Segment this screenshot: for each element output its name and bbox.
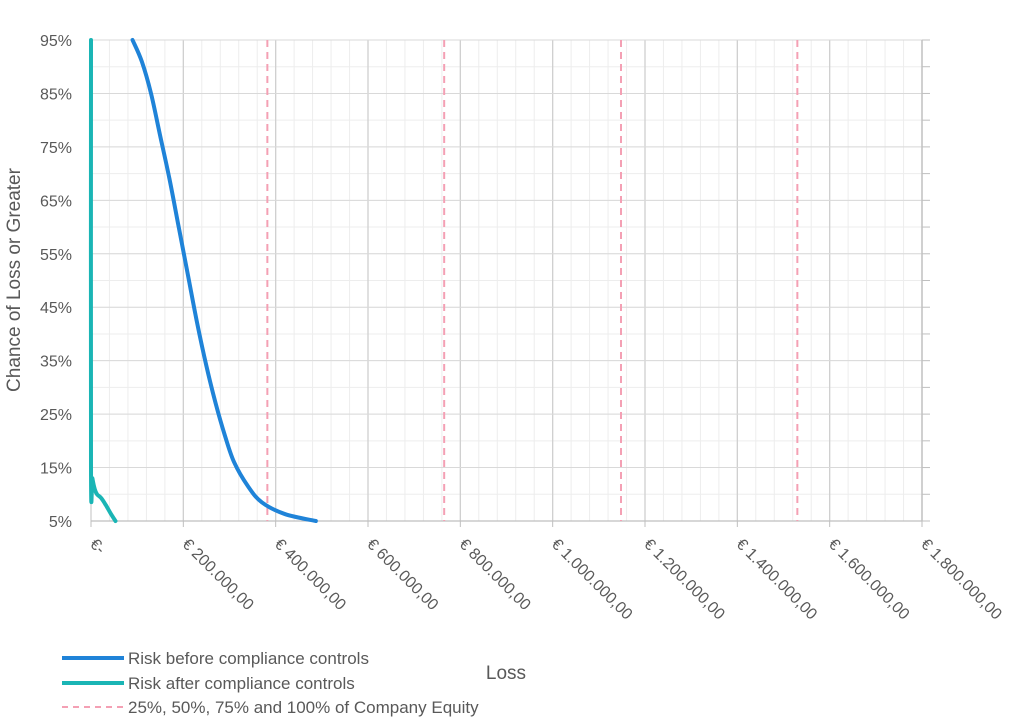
y-tick-label: 45% [40,300,72,317]
y-tick-label: 5% [49,514,72,531]
legend: Risk before compliance controls Risk aft… [62,649,479,717]
y-axis-title: Chance of Loss or Greater [4,167,25,392]
y-tick-label: 25% [40,407,72,424]
x-tick-label: € 200.000,00 [179,536,257,614]
equity-reference-lines [266,40,799,521]
x-tick-label: € 1.000.000,00 [548,536,636,624]
legend-label-after: Risk after compliance controls [128,674,355,693]
y-tick-label: 75% [40,140,72,157]
y-tick-label: 15% [40,461,72,478]
y-tick-labels: 5% 15% 25% 35% 45% 55% 65% 75% 85% 95% [40,33,72,531]
axes [90,39,930,527]
legend-label-equity: 25%, 50%, 75% and 100% of Company Equity [128,698,479,717]
y-tick-label: 65% [40,193,72,210]
series-line-after [88,38,118,523]
x-tick-label: € 400.000,00 [271,536,349,614]
y-tick-label: 95% [40,33,72,50]
y-tick-label: 55% [40,247,72,264]
x-tick-label: € 800.000,00 [456,536,534,614]
x-tick-label: €- [86,536,108,558]
y-tick-label: 35% [40,354,72,371]
x-tick-label: € 1.600.000,00 [825,536,913,624]
x-tick-label: € 1.800.000,00 [917,536,1005,624]
series-line-before [130,38,318,523]
legend-label-before: Risk before compliance controls [128,649,369,668]
x-axis-title: Loss [486,663,526,684]
series-group [88,38,318,523]
x-tick-label: € 1.200.000,00 [640,536,728,624]
y-tick-label: 85% [40,86,72,103]
x-tick-labels: €- € 200.000,00 € 400.000,00 € 600.000,00 € … [86,536,1005,624]
x-tick-label: € 1.400.000,00 [733,536,821,624]
x-tick-label: € 600.000,00 [363,536,441,614]
